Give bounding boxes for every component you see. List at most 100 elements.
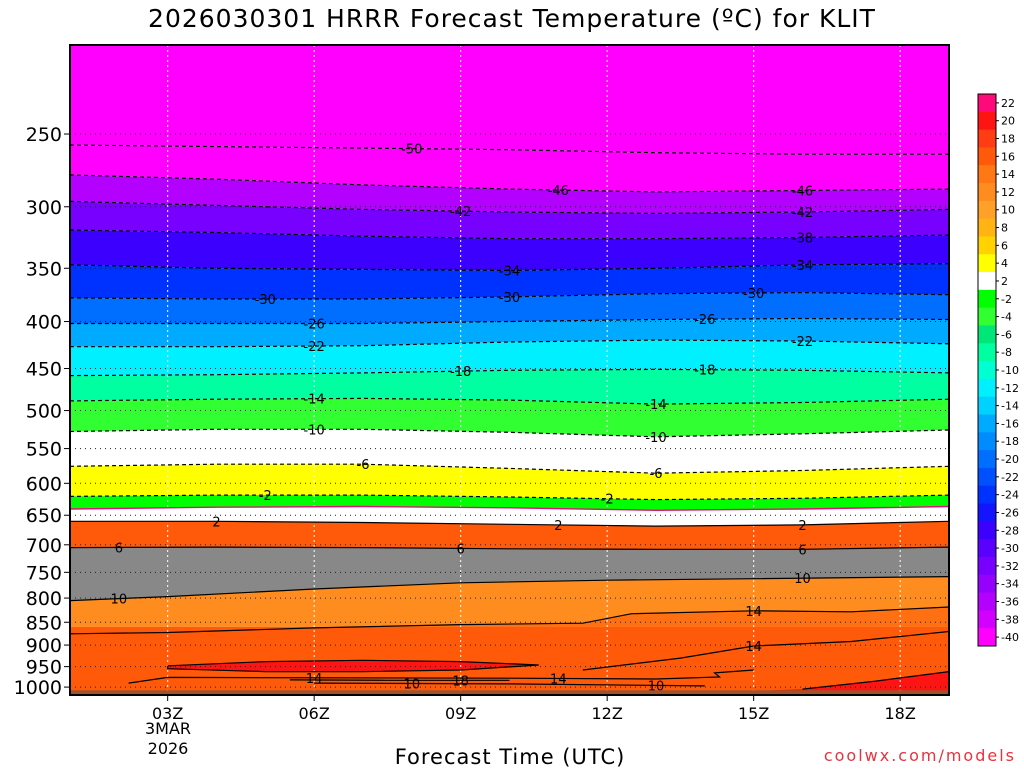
temp-band-2-to-6 <box>70 521 949 549</box>
colorbar-label--4: -4 <box>1001 311 1012 324</box>
colorbar-swatch--26 <box>978 504 996 522</box>
y-tick-label-950: 950 <box>26 657 62 679</box>
isotherm-label--42: -42 <box>792 206 813 221</box>
isotherm-label-18: 18 <box>452 674 469 689</box>
y-tick-label-900: 900 <box>26 635 62 657</box>
colorbar-swatch-14 <box>978 165 996 183</box>
isotherm-label--22: -22 <box>304 340 325 355</box>
y-tick-label-500: 500 <box>26 401 62 423</box>
colorbar-label--34: -34 <box>1001 578 1019 591</box>
isotherm-label--38: -38 <box>792 231 813 246</box>
y-tick-label-700: 700 <box>26 535 62 557</box>
y-tick-label-850: 850 <box>26 612 62 634</box>
x-axis-title: Forecast Time (UTC) <box>300 745 720 769</box>
colorbar-swatch--16 <box>978 415 996 433</box>
isotherm-label--10: -10 <box>645 431 666 446</box>
isotherm-label--18: -18 <box>694 364 715 379</box>
isotherm-label--34: -34 <box>792 259 813 274</box>
isotherm-label-14: 14 <box>745 605 762 620</box>
temp-band-below-minus50 <box>70 45 949 154</box>
colorbar-swatch--18 <box>978 432 996 450</box>
colorbar-label-18: 18 <box>1001 133 1015 146</box>
colorbar-swatch-20 <box>978 112 996 130</box>
isotherm-label--14: -14 <box>645 398 666 413</box>
colorbar-swatch--40 <box>978 628 996 646</box>
colorbar-label-4: 4 <box>1001 257 1008 270</box>
isotherm-label-14: 14 <box>306 672 323 687</box>
isotherm-label--26: -26 <box>304 318 325 333</box>
colorbar-swatch--38 <box>978 610 996 628</box>
colorbar-label--40: -40 <box>1001 631 1019 644</box>
colorbar-label-20: 20 <box>1001 115 1015 128</box>
isotherm-label--50: -50 <box>401 143 422 158</box>
isotherm-label-2: 2 <box>554 519 562 534</box>
y-tick-label-800: 800 <box>26 588 62 610</box>
colorbar-swatch-18 <box>978 130 996 148</box>
colorbar-label--24: -24 <box>1001 489 1019 502</box>
isotherm-label--42: -42 <box>450 205 471 220</box>
colorbar-label--16: -16 <box>1001 417 1019 430</box>
colorbar-label--18: -18 <box>1001 435 1019 448</box>
colorbar-label--26: -26 <box>1001 506 1019 519</box>
site-credit: coolwx.com/models <box>824 746 1016 765</box>
colorbar-label--12: -12 <box>1001 382 1019 395</box>
y-tick-label-1000: 1000 <box>14 677 62 699</box>
y-tick-label-600: 600 <box>26 473 62 495</box>
colorbar-swatch--24 <box>978 486 996 504</box>
isotherm-label--22: -22 <box>792 335 813 350</box>
colorbar-label-10: 10 <box>1001 204 1015 217</box>
date-month-label: 3MAR <box>128 719 208 738</box>
colorbar-swatch--30 <box>978 539 996 557</box>
colorbar-label--38: -38 <box>1001 613 1019 626</box>
colorbar-swatch--22 <box>978 468 996 486</box>
isotherm-label--30: -30 <box>499 291 520 306</box>
colorbar-label--2: -2 <box>1001 293 1012 306</box>
isotherm-label-6: 6 <box>798 543 806 558</box>
isotherm-label-2: 2 <box>212 515 220 530</box>
y-tick-label-650: 650 <box>26 505 62 527</box>
colorbar-swatch-8 <box>978 219 996 237</box>
colorbar-swatch--2 <box>978 290 996 308</box>
isotherm-label-6: 6 <box>115 541 123 556</box>
colorbar-swatch--20 <box>978 450 996 468</box>
colorbar-label-16: 16 <box>1001 150 1015 163</box>
isotherm-label--34: -34 <box>499 265 520 280</box>
colorbar-swatch--4 <box>978 308 996 326</box>
colorbar-label-22: 22 <box>1001 97 1015 110</box>
colorbar-swatch--28 <box>978 521 996 539</box>
isotherm-label-10: 10 <box>404 677 421 692</box>
colorbar-label-12: 12 <box>1001 186 1015 199</box>
y-tick-label-450: 450 <box>26 359 62 381</box>
colorbar-label--14: -14 <box>1001 400 1019 413</box>
colorbar-swatch--6 <box>978 325 996 343</box>
isotherm-label--14: -14 <box>304 393 325 408</box>
colorbar-label-8: 8 <box>1001 222 1008 235</box>
colorbar-swatch-22 <box>978 94 996 112</box>
isotherm-label--30: -30 <box>743 287 764 302</box>
colorbar-label--8: -8 <box>1001 346 1012 359</box>
isotherm-label-14: 14 <box>745 640 762 655</box>
colorbar-label--36: -36 <box>1001 595 1019 608</box>
colorbar-swatch--36 <box>978 593 996 611</box>
chart-title: 2026030301 HRRR Forecast Temperature (ºC… <box>0 4 1024 33</box>
colorbar-label--22: -22 <box>1001 471 1019 484</box>
colorbar-label--30: -30 <box>1001 542 1019 555</box>
isotherm-label-6: 6 <box>457 542 465 557</box>
isotherm-label--10: -10 <box>304 423 325 438</box>
colorbar-swatch--8 <box>978 343 996 361</box>
isotherm-label--2: -2 <box>259 489 272 504</box>
x-tick-label-12Z: 12Z <box>592 704 623 723</box>
x-tick-label-15Z: 15Z <box>738 704 769 723</box>
colorbar-swatch--12 <box>978 379 996 397</box>
colorbar-label-14: 14 <box>1001 168 1015 181</box>
isotherm-label--2: -2 <box>601 493 614 508</box>
colorbar-label-6: 6 <box>1001 239 1008 252</box>
isotherm-label-10: 10 <box>111 593 128 608</box>
isotherm-label--30: -30 <box>255 293 276 308</box>
colorbar-label--32: -32 <box>1001 560 1019 573</box>
colorbar-swatch-10 <box>978 201 996 219</box>
colorbar-swatch-6 <box>978 236 996 254</box>
isotherm-label-14: 14 <box>550 672 567 687</box>
colorbar-swatch--32 <box>978 557 996 575</box>
